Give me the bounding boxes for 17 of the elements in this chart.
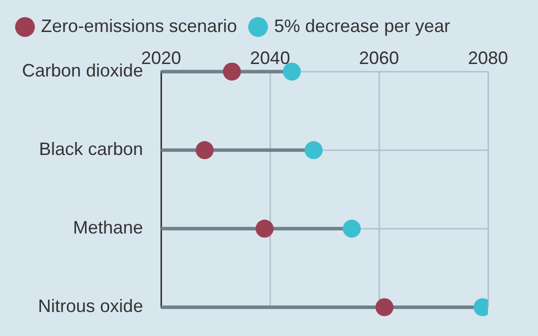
y-tick-label: Black carbon: [39, 139, 144, 160]
x-tick-label: 2080: [468, 48, 508, 68]
point: [222, 62, 241, 81]
legend-label: 5% decrease per year: [274, 16, 450, 36]
point: [256, 220, 274, 238]
y-tick-label: Nitrous oxide: [38, 296, 144, 316]
point: [375, 298, 394, 316]
point: [196, 141, 214, 160]
point: [282, 62, 301, 81]
y-tick-label: Methane: [73, 218, 144, 238]
x-tick-label: 2020: [141, 48, 182, 68]
x-tick-label: 2040: [250, 48, 290, 68]
x-tick-label: 2060: [359, 48, 400, 68]
legend-label: Zero-emissions scenario: [41, 16, 238, 36]
point: [342, 220, 361, 238]
y-tick-label: Carbon dioxide: [22, 60, 144, 81]
point: [304, 141, 323, 160]
